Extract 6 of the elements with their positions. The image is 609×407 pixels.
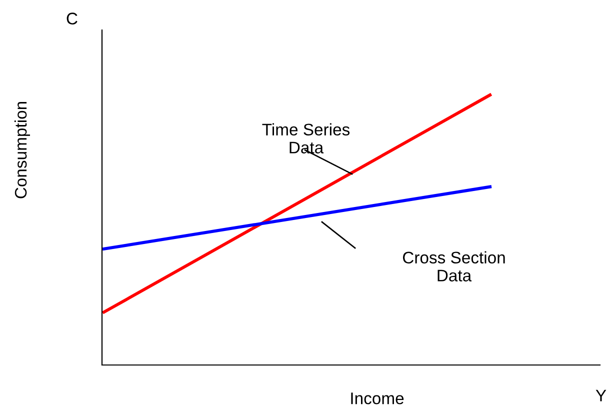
- text: Y: [596, 390, 606, 402]
- annotation: Cross Section Data: [402, 251, 505, 282]
- annotation: Time Series Data: [262, 123, 350, 154]
- y-axis-title: Consumption: [14, 102, 30, 198]
- text: C: [66, 12, 78, 24]
- x-axis-title: Income: [351, 392, 404, 404]
